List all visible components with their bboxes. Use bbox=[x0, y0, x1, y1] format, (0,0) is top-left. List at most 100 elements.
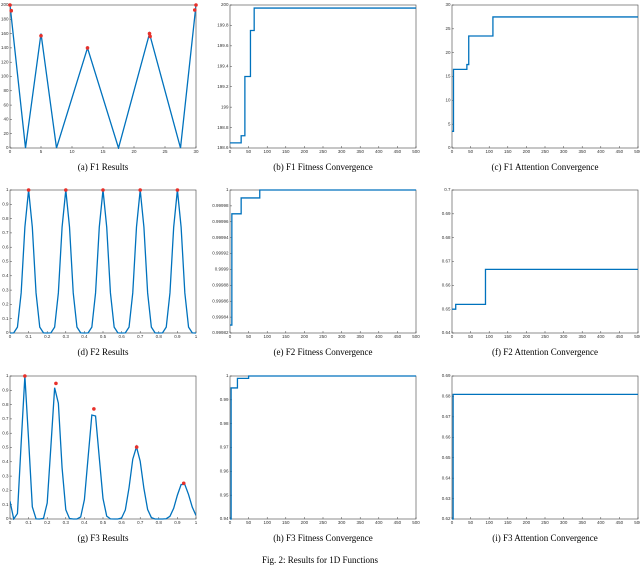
x-tick-label: 1 bbox=[195, 520, 198, 525]
plot-frame bbox=[229, 189, 417, 334]
subplot-caption: (f) F2 Attention Convergence bbox=[492, 347, 598, 357]
peak-marker bbox=[138, 188, 142, 192]
x-tick-label: 0 bbox=[9, 149, 12, 154]
x-tick-label: 350 bbox=[578, 334, 586, 339]
y-tick-label: 0.99988 bbox=[212, 283, 229, 288]
y-tick-label: 0 bbox=[6, 330, 9, 335]
y-tick-label: 0.99998 bbox=[212, 203, 229, 208]
x-tick-label: 20 bbox=[131, 149, 137, 154]
x-tick-label: 450 bbox=[394, 334, 402, 339]
x-tick-label: 0.8 bbox=[156, 334, 163, 339]
x-tick-label: 350 bbox=[356, 520, 364, 525]
x-tick-label: 150 bbox=[504, 334, 512, 339]
y-tick-label: 0.6 bbox=[2, 430, 9, 435]
x-tick-label: 200 bbox=[301, 520, 309, 525]
x-tick-label: 100 bbox=[485, 334, 493, 339]
plot-frame bbox=[9, 189, 197, 334]
x-tick-label: 200 bbox=[523, 149, 531, 154]
y-tick-label: 30 bbox=[445, 2, 451, 7]
x-tick-label: 100 bbox=[263, 149, 271, 154]
y-tick-label: 20 bbox=[3, 131, 9, 136]
x-tick-label: 200 bbox=[301, 149, 309, 154]
x-tick-label: 1 bbox=[195, 334, 198, 339]
x-tick-label: 400 bbox=[597, 520, 605, 525]
subplot-caption: (g) F3 Results bbox=[77, 533, 129, 543]
peak-marker bbox=[101, 188, 105, 192]
x-tick-label: 0.6 bbox=[118, 520, 125, 525]
y-tick-label: 199.2 bbox=[217, 84, 229, 89]
subplot-caption: (b) F1 Fitness Convergence bbox=[273, 162, 373, 172]
y-tick-label: 0.2 bbox=[2, 488, 9, 493]
x-tick-label: 400 bbox=[597, 149, 605, 154]
x-tick-label: 450 bbox=[394, 520, 402, 525]
y-tick-label: 0.7 bbox=[444, 187, 451, 192]
y-tick-label: 0.67 bbox=[442, 414, 451, 419]
plot-frame bbox=[229, 375, 417, 520]
y-tick-label: 1 bbox=[226, 187, 229, 192]
peak-marker bbox=[175, 188, 180, 192]
subplot: 0 50 100 150 200 250 300 350 400 450 500 0.62 0.63 0.… bbox=[442, 373, 640, 543]
peak-marker bbox=[181, 481, 186, 486]
y-tick-label: 0.66 bbox=[442, 434, 451, 439]
x-tick-label: 350 bbox=[356, 149, 364, 154]
x-tick-label: 250 bbox=[319, 149, 327, 154]
x-tick-label: 0.1 bbox=[25, 334, 32, 339]
x-tick-label: 0 bbox=[451, 334, 454, 339]
y-tick-label: 0.9 bbox=[2, 387, 9, 392]
x-tick-label: 100 bbox=[263, 334, 271, 339]
y-tick-label: 15 bbox=[445, 74, 451, 79]
peak-marker bbox=[8, 3, 12, 7]
x-tick-label: 0.8 bbox=[156, 520, 163, 525]
subplot-caption: (c) F1 Attention Convergence bbox=[491, 162, 598, 172]
y-tick-label: 0 bbox=[448, 145, 451, 150]
x-tick-label: 150 bbox=[282, 149, 290, 154]
data-line bbox=[452, 393, 638, 520]
y-tick-label: 0 bbox=[6, 145, 9, 150]
x-tick-label: 0.6 bbox=[118, 334, 125, 339]
y-tick-label: 0.8 bbox=[2, 216, 9, 221]
y-tick-label: 0.9 bbox=[2, 201, 9, 206]
x-tick-label: 400 bbox=[375, 334, 383, 339]
x-tick-label: 0.1 bbox=[25, 520, 32, 525]
peak-marker bbox=[23, 374, 27, 378]
figure-caption: Fig. 2: Results for 1D Functions bbox=[262, 555, 379, 565]
y-tick-label: 0.67 bbox=[442, 259, 451, 264]
y-tick-label: 10 bbox=[445, 98, 451, 103]
y-tick-label: 0.4 bbox=[2, 459, 9, 464]
x-tick-label: 200 bbox=[523, 334, 531, 339]
y-tick-label: 0.7 bbox=[2, 416, 9, 421]
x-tick-label: 15 bbox=[100, 149, 106, 154]
x-tick-label: 0.5 bbox=[100, 520, 107, 525]
x-tick-label: 0.5 bbox=[100, 334, 107, 339]
y-tick-label: 0.62 bbox=[442, 516, 451, 521]
y-tick-label: 200 bbox=[221, 2, 229, 7]
y-tick-label: 0.3 bbox=[2, 287, 9, 292]
peak-marker bbox=[92, 407, 96, 411]
data-line bbox=[452, 16, 638, 132]
x-tick-label: 300 bbox=[338, 520, 346, 525]
y-tick-label: 0.99984 bbox=[212, 314, 229, 319]
plot-frame bbox=[229, 4, 417, 149]
y-tick-label: 1 bbox=[226, 373, 229, 378]
x-tick-label: 10 bbox=[69, 149, 75, 154]
x-tick-label: 500 bbox=[634, 520, 640, 525]
y-tick-label: 0.69 bbox=[442, 373, 451, 378]
x-tick-label: 100 bbox=[263, 520, 271, 525]
y-tick-label: 0.99 bbox=[220, 397, 229, 402]
x-tick-label: 0 bbox=[451, 149, 454, 154]
x-tick-label: 50 bbox=[468, 334, 474, 339]
y-tick-label: 0.96 bbox=[220, 469, 229, 474]
x-tick-label: 500 bbox=[412, 520, 420, 525]
y-tick-label: 0.4 bbox=[2, 273, 9, 278]
x-tick-label: 300 bbox=[560, 334, 568, 339]
x-tick-label: 0.3 bbox=[63, 520, 70, 525]
x-tick-label: 500 bbox=[412, 334, 420, 339]
x-tick-label: 100 bbox=[485, 520, 493, 525]
y-tick-label: 0.8 bbox=[2, 402, 9, 407]
data-line bbox=[230, 189, 416, 326]
subplot: 0 5 10 15 20 25 30 0 20 40 60 80 100 120 140 160 180 200 (… bbox=[1, 2, 199, 172]
y-tick-label: 0.1 bbox=[2, 316, 9, 321]
y-tick-label: 0.99996 bbox=[212, 219, 229, 224]
x-tick-label: 0.3 bbox=[63, 334, 70, 339]
y-tick-label: 0.64 bbox=[442, 330, 451, 335]
